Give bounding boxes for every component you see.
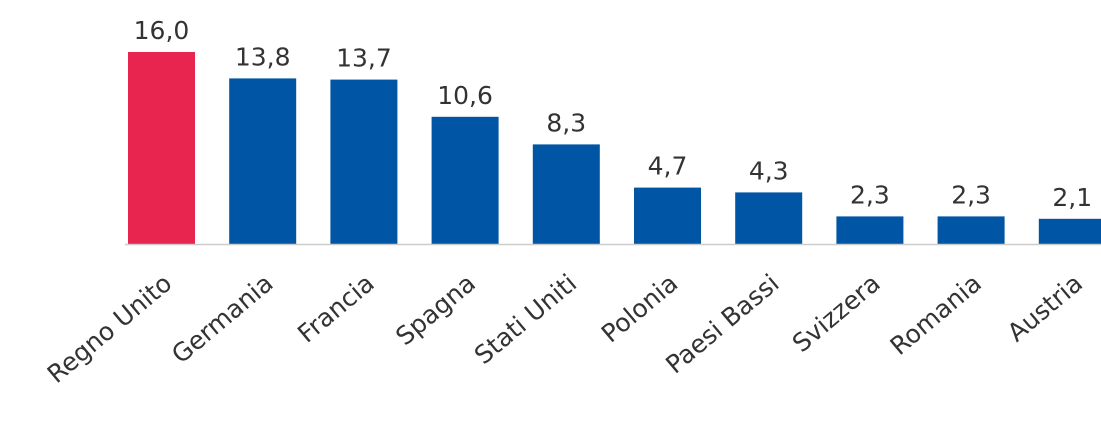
bar-germania [229,78,297,245]
x-tick-label: Francia [292,268,380,348]
bar-stati-uniti [532,144,600,244]
bar-paesi-bassi [735,192,803,244]
value-label: 4,3 [749,156,789,185]
x-tick-label: Austria [1002,268,1088,347]
value-label: 2,3 [850,180,890,209]
x-tick-label: Paesi Bassi [660,268,784,379]
value-label: 2,1 [1052,183,1092,212]
x-tick-label: Svizzera [787,268,886,358]
x-tick-label: Polonia [596,268,683,348]
bars-group [128,52,1101,245]
bar-francia [330,79,398,244]
value-label: 16,0 [134,16,190,45]
value-label: 10,6 [437,81,493,110]
x-tick-label: Romania [885,268,987,360]
bar-spagna [431,116,499,244]
value-labels-group: 16,0 13,8 13,7 10,6 8,3 4,7 4,3 2,3 2,3 2,1 [134,16,1093,212]
value-label: 2,3 [951,180,991,209]
x-tick-label: Stati Uniti [469,268,582,370]
value-label: 13,7 [336,44,392,73]
x-tick-label: Regno Unito [42,268,178,388]
x-tick-label: Spagna [390,268,481,351]
value-label: 8,3 [546,108,586,137]
value-label: 4,7 [648,152,688,181]
bar-svizzera [836,216,904,244]
bar-regno-unito [128,52,195,244]
bar-polonia [634,187,701,244]
bar-austria [1038,218,1101,244]
bar-romania [937,216,1005,244]
x-tick-label: Germania [166,268,278,369]
value-label: 13,8 [235,42,291,71]
